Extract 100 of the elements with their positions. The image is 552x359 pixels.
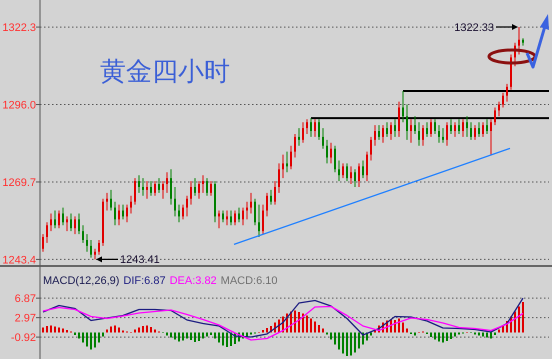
candlestick — [418, 122, 420, 146]
candlestick — [234, 210, 236, 226]
bar — [402, 322, 404, 332]
bar — [150, 327, 152, 332]
candlestick — [498, 101, 500, 117]
candlestick — [138, 174, 140, 194]
bar — [342, 332, 344, 354]
bar — [138, 328, 140, 332]
bar — [414, 332, 416, 336]
bar — [178, 332, 180, 342]
bar — [450, 332, 452, 339]
bar — [214, 332, 216, 338]
bar — [198, 332, 200, 341]
bar — [114, 326, 116, 332]
candlestick — [254, 198, 256, 226]
candlestick — [486, 118, 488, 134]
bar — [82, 332, 84, 342]
bar — [194, 332, 196, 342]
candlestick — [50, 212, 52, 232]
y-tick-label: 2.97 — [14, 312, 36, 324]
candlestick — [442, 128, 444, 144]
bar — [94, 332, 96, 348]
candlestick — [482, 122, 484, 138]
candlestick — [438, 124, 440, 144]
candlestick — [426, 122, 428, 138]
bar — [294, 310, 296, 332]
candlestick — [210, 180, 212, 196]
bar — [174, 332, 176, 340]
candlestick — [58, 210, 60, 229]
bar — [498, 330, 500, 332]
bar — [62, 328, 64, 332]
candlestick — [238, 207, 240, 223]
bar — [370, 332, 372, 336]
bar — [302, 314, 304, 332]
y-tick-label: 1296.0 — [2, 99, 36, 112]
candlestick — [466, 116, 468, 138]
candlestick — [306, 118, 308, 134]
bar — [166, 332, 168, 336]
bar — [354, 332, 356, 352]
bar — [98, 332, 100, 342]
candlestick — [354, 168, 356, 188]
candlestick — [410, 118, 412, 144]
candlestick — [178, 204, 180, 223]
y-tick-label: -0.92 — [10, 332, 36, 344]
candlestick — [330, 142, 332, 164]
bar — [350, 332, 352, 356]
bar — [90, 332, 92, 350]
y-tick-label: 6.87 — [14, 293, 36, 305]
candlestick — [230, 210, 232, 226]
candlestick — [450, 118, 452, 134]
candlestick — [158, 178, 160, 194]
candlestick — [326, 139, 328, 164]
candlestick — [270, 189, 272, 206]
bar — [202, 332, 204, 338]
candlestick — [338, 160, 340, 182]
annotation: 1243.41 — [120, 254, 160, 266]
candlestick — [430, 118, 432, 138]
candlestick — [342, 162, 344, 179]
candlestick — [378, 124, 380, 140]
candlestick — [358, 162, 360, 188]
candlestick — [66, 216, 68, 232]
bar — [430, 332, 432, 337]
candlestick — [218, 210, 220, 229]
candlestick — [518, 26, 520, 55]
candlestick — [170, 168, 172, 206]
bar — [110, 326, 112, 332]
candlestick — [362, 160, 364, 179]
candlestick — [258, 204, 260, 238]
candlestick — [122, 204, 124, 220]
annotation: MACD:6.10 — [220, 275, 278, 287]
bar — [314, 322, 316, 332]
candlestick — [322, 128, 324, 150]
candlestick — [490, 118, 492, 156]
candlestick — [70, 212, 72, 232]
candlestick — [202, 174, 204, 194]
candlestick — [262, 204, 264, 235]
bar — [46, 326, 48, 332]
text: MACD(12,26,9) — [43, 275, 120, 287]
bar — [154, 330, 156, 332]
bar — [134, 330, 136, 332]
bar — [206, 332, 208, 336]
bar — [318, 325, 320, 332]
bar — [182, 332, 184, 340]
bar — [310, 318, 312, 332]
candlestick — [318, 118, 320, 140]
bar — [54, 326, 56, 332]
candlestick — [286, 151, 288, 173]
candlestick — [282, 154, 284, 179]
bar — [58, 328, 60, 332]
bar — [518, 306, 520, 332]
text: 黄金四小时 — [100, 57, 230, 87]
candlestick — [314, 118, 316, 138]
candlestick — [494, 106, 496, 126]
bar — [486, 332, 488, 338]
candlestick — [174, 186, 176, 217]
candlestick — [142, 178, 144, 196]
bar — [86, 332, 88, 346]
bar — [170, 332, 172, 338]
candlestick — [146, 180, 148, 200]
candlestick — [54, 210, 56, 229]
